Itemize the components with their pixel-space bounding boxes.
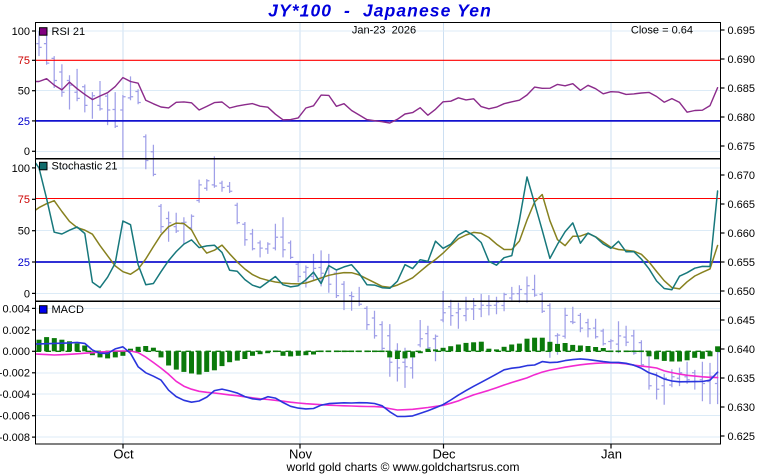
svg-text:Oct: Oct [113,447,134,462]
svg-text:0.680: 0.680 [728,112,756,124]
svg-text:0.645: 0.645 [728,315,756,327]
svg-text:MACD: MACD [52,304,84,316]
svg-text:0.685: 0.685 [728,83,756,95]
svg-text:0.630: 0.630 [728,402,756,414]
svg-text:0.655: 0.655 [728,257,756,269]
svg-text:75: 75 [18,194,30,206]
svg-text:0.675: 0.675 [728,141,756,153]
svg-text:0.625: 0.625 [728,431,756,443]
svg-text:0.690: 0.690 [728,54,756,66]
svg-text:0.002: 0.002 [2,325,30,337]
svg-text:25: 25 [18,257,30,269]
svg-text:RSI 21: RSI 21 [52,26,86,38]
svg-text:100: 100 [12,163,30,175]
svg-text:0.004: 0.004 [2,303,30,315]
svg-text:0: 0 [24,146,30,158]
svg-text:75: 75 [18,55,30,67]
svg-text:0.665: 0.665 [728,199,756,211]
svg-text:-0.004: -0.004 [0,389,30,401]
svg-text:0.635: 0.635 [728,373,756,385]
svg-text:0.695: 0.695 [728,25,756,37]
svg-text:-0.002: -0.002 [0,368,30,380]
svg-text:Nov: Nov [289,447,313,462]
svg-text:0.640: 0.640 [728,344,756,356]
svg-text:-0.006: -0.006 [0,411,30,423]
svg-text:50: 50 [18,226,30,238]
svg-text:0.670: 0.670 [728,170,756,182]
svg-text:Close = 0.64: Close = 0.64 [631,25,693,37]
svg-text:-0.008: -0.008 [0,432,30,444]
svg-text:Stochastic 21: Stochastic 21 [52,161,118,173]
svg-text:0.660: 0.660 [728,228,756,240]
svg-text:Jan: Jan [601,447,622,462]
svg-text:0: 0 [24,288,30,300]
svg-text:100: 100 [12,26,30,38]
svg-text:JY*100 - Japanese Yen: JY*100 - Japanese Yen [268,0,492,20]
svg-text:0.000: 0.000 [2,346,30,358]
svg-text:0.650: 0.650 [728,286,756,298]
svg-text:25: 25 [18,116,30,128]
svg-text:Dec: Dec [432,447,456,462]
svg-text:50: 50 [18,86,30,98]
svg-text:Jan-23 2026: Jan-23 2026 [352,25,416,37]
svg-text:world gold charts © www.goldch: world gold charts © www.goldchartsrus.co… [286,460,520,474]
